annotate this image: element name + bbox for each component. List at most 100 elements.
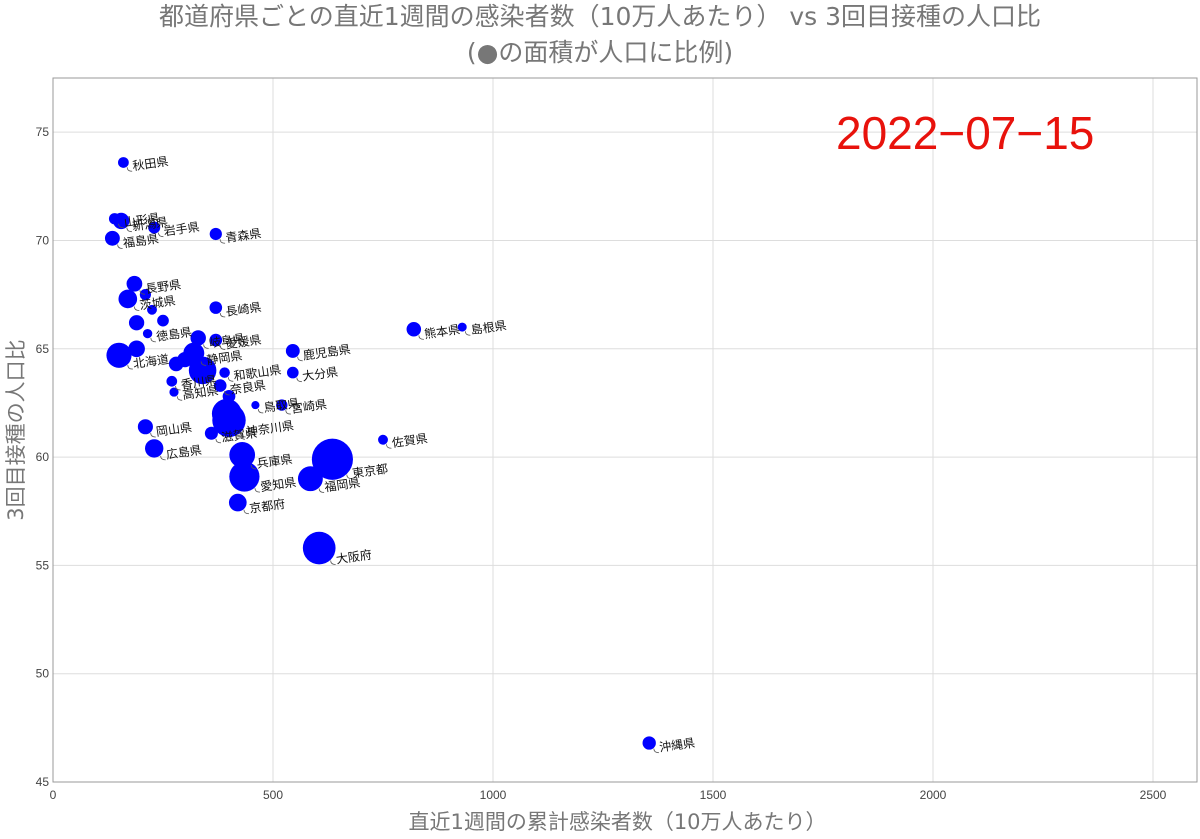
label-leader xyxy=(219,239,226,244)
data-point xyxy=(219,367,230,378)
label-leader xyxy=(297,356,303,362)
data-point xyxy=(302,531,336,565)
data-point xyxy=(276,399,288,411)
label-leader xyxy=(126,227,132,233)
data-point xyxy=(378,434,388,445)
point-label: 北海道 xyxy=(132,351,170,371)
point-label: 鳥取県 xyxy=(263,395,301,415)
point-label: 鹿児島県 xyxy=(302,341,352,363)
data-point xyxy=(139,289,151,301)
data-point xyxy=(213,379,227,392)
label-leader xyxy=(227,377,234,382)
label-leader xyxy=(117,244,123,249)
point-label: 福岡県 xyxy=(323,475,361,495)
label-leader xyxy=(150,433,156,438)
point-label: 神奈川県 xyxy=(245,418,294,439)
y-tick-label: 55 xyxy=(36,558,50,572)
label-leader xyxy=(240,432,246,438)
point-label: 岐阜県 xyxy=(208,331,246,350)
point-label: 大分県 xyxy=(301,365,339,384)
x-tick-label: 2500 xyxy=(1140,788,1167,802)
label-leader xyxy=(330,560,336,565)
data-point xyxy=(285,344,300,358)
label-leader xyxy=(386,444,392,449)
point-label: 徳島県 xyxy=(155,324,193,344)
label-leader xyxy=(346,474,352,480)
data-point xyxy=(209,301,223,314)
point-label: 岩手県 xyxy=(163,219,201,239)
point-label: 愛知県 xyxy=(259,475,297,494)
data-point xyxy=(457,322,467,332)
label-leader xyxy=(139,290,145,295)
label-leader xyxy=(158,232,164,238)
data-point xyxy=(157,314,169,327)
point-label: 沖縄県 xyxy=(658,735,696,755)
data-point xyxy=(204,426,218,440)
label-leader xyxy=(285,410,291,415)
data-point xyxy=(169,387,179,397)
plot-frame xyxy=(52,77,1198,783)
data-point xyxy=(190,330,206,346)
point-label: 秋田県 xyxy=(132,154,170,173)
y-tick-label: 60 xyxy=(36,450,50,464)
label-leader xyxy=(133,306,140,311)
label-leader xyxy=(254,488,260,493)
label-leader xyxy=(200,361,207,366)
data-point xyxy=(229,461,260,492)
label-leader xyxy=(126,167,133,172)
point-label: 大阪府 xyxy=(335,547,373,567)
point-label: 長崎県 xyxy=(225,300,263,319)
data-point xyxy=(118,157,129,168)
y-tick-label: 75 xyxy=(36,125,50,139)
point-label: 高知県 xyxy=(182,382,220,402)
x-tick-label: 0 xyxy=(50,788,57,802)
point-label: 奈良県 xyxy=(229,377,267,397)
label-leader xyxy=(127,365,133,370)
date-label: 2022−07−15 xyxy=(836,107,1095,159)
point-label: 静岡県 xyxy=(206,349,244,368)
label-leader xyxy=(418,335,424,340)
data-point xyxy=(188,356,217,385)
point-label: 福島県 xyxy=(122,231,160,251)
point-label: 兵庫県 xyxy=(256,452,294,471)
label-leader xyxy=(318,488,325,493)
point-label: 香川県 xyxy=(180,373,218,392)
label-leader xyxy=(243,509,249,515)
label-leader xyxy=(219,312,226,318)
data-point xyxy=(211,398,242,429)
data-point xyxy=(128,340,145,358)
label-leader xyxy=(257,408,264,414)
data-point xyxy=(406,322,422,337)
data-point xyxy=(148,221,161,234)
x-axis-label: 直近1週間の累計感染者数（10万人あたり） xyxy=(408,810,827,834)
data-point xyxy=(137,419,153,435)
x-tick-label: 1500 xyxy=(700,788,727,802)
y-tick-label: 70 xyxy=(36,233,50,247)
point-label: 岡山県 xyxy=(155,420,193,439)
point-label: 広島県 xyxy=(165,442,203,462)
data-point xyxy=(144,439,164,458)
data-point xyxy=(209,227,222,241)
chart-subtitle: (●の面積が人口に比例) xyxy=(466,38,734,67)
data-point xyxy=(147,304,157,315)
data-point xyxy=(142,328,153,339)
point-label: 新潟県 xyxy=(131,214,169,234)
label-leader xyxy=(296,377,302,383)
point-label: 熊本県 xyxy=(423,321,461,341)
point-label: 京都府 xyxy=(248,496,286,516)
label-leader xyxy=(203,344,209,349)
data-point xyxy=(128,315,145,331)
point-label: 愛媛県 xyxy=(225,333,263,352)
data-point xyxy=(228,493,247,512)
data-point xyxy=(311,438,353,480)
point-label: 長野県 xyxy=(144,277,182,296)
label-leader xyxy=(464,331,471,336)
data-point xyxy=(286,366,299,379)
data-point xyxy=(166,375,178,387)
point-label: 東京都 xyxy=(351,462,389,481)
label-leader xyxy=(118,223,124,229)
data-points xyxy=(104,157,656,750)
data-point xyxy=(642,736,656,750)
point-label: 島根県 xyxy=(470,317,508,337)
